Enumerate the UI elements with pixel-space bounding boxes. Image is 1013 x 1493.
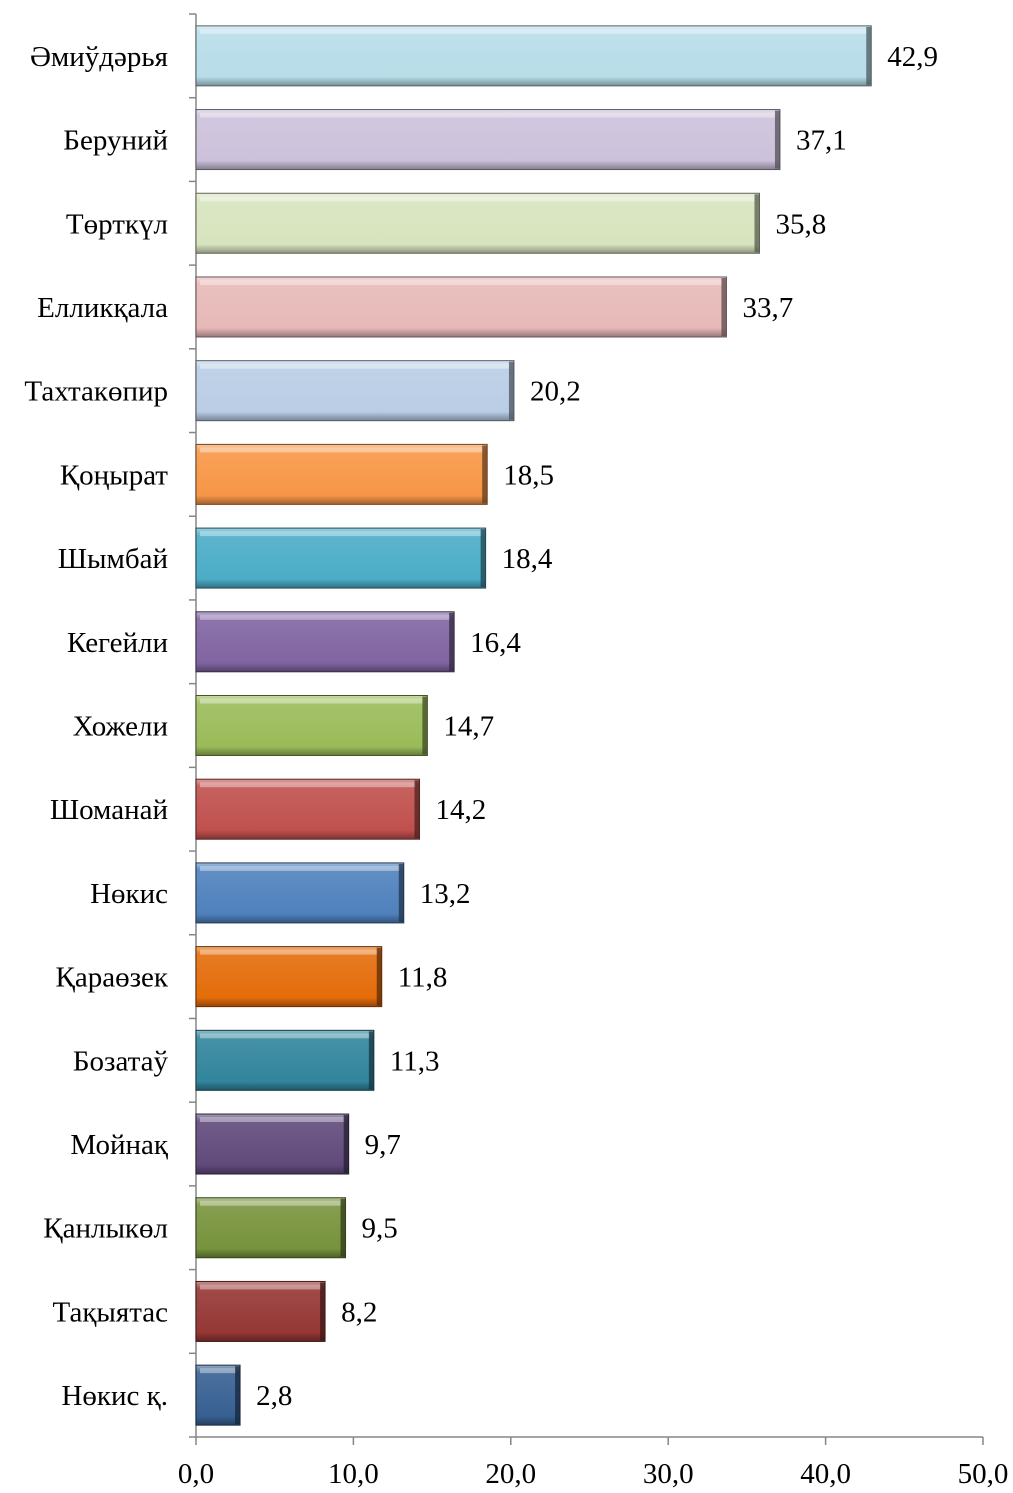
category-label: Нөкис қ. — [61, 1380, 168, 1412]
category-label: Қанлыкөл — [43, 1213, 168, 1245]
bar-bevel-shadow — [449, 612, 455, 671]
bar — [195, 527, 487, 589]
data-label: 14,7 — [443, 711, 494, 743]
bar-bevel-shadow — [754, 194, 760, 253]
bar-bevel-highlight — [200, 447, 484, 453]
data-label: 14,2 — [436, 794, 487, 826]
bar-bevel-shadow — [414, 780, 420, 839]
category-label: Тақыятас — [52, 1296, 168, 1328]
bar-bevel-shadow — [866, 26, 872, 85]
bar-bevel-shadow — [340, 1198, 346, 1257]
bar-bevel-highlight — [200, 279, 723, 285]
bar — [195, 1364, 241, 1426]
bar-bevel-shadow — [480, 529, 486, 588]
data-label: 18,4 — [502, 543, 553, 575]
bar — [195, 109, 781, 171]
bar — [195, 360, 515, 422]
bar-bevel-highlight — [200, 1033, 370, 1039]
bar-bevel-highlight — [200, 28, 868, 34]
data-label: 37,1 — [796, 125, 847, 157]
bar-bevel-shadow — [422, 696, 428, 755]
x-tick-label: 10,0 — [328, 1458, 379, 1490]
bar — [195, 276, 727, 338]
bar-bevel-highlight — [200, 698, 424, 704]
bar-bevel-highlight — [200, 1368, 237, 1374]
category-label: Қараөзек — [55, 962, 168, 994]
bar — [195, 695, 428, 756]
category-label: Қоңырат — [60, 459, 168, 491]
category-label: Беруний — [63, 125, 168, 157]
bar-bevel-highlight — [200, 1117, 345, 1123]
x-tick-label: 40,0 — [800, 1458, 851, 1490]
bar — [195, 192, 760, 254]
data-label: 33,7 — [742, 292, 793, 324]
data-label: 11,8 — [398, 962, 448, 994]
x-tick-label: 0,0 — [178, 1458, 214, 1490]
chart-labels: 0,0 10,0 20,0 30,0 40,0 50,0 Әмиўдәрья 42,9 Беру… — [24, 41, 1008, 1490]
bar-bevel-shadow — [343, 1115, 349, 1174]
category-label: Әмиўдәрья — [30, 41, 168, 73]
bar-bevel-highlight — [200, 112, 776, 118]
category-label: Бозатаў — [73, 1045, 169, 1077]
category-label: Мойнақ — [70, 1129, 168, 1161]
bar-bevel-highlight — [200, 1200, 342, 1206]
category-label: Кегейли — [67, 627, 168, 659]
category-label: Төрткүл — [66, 208, 168, 240]
data-label: 16,4 — [470, 627, 521, 659]
data-label: 11,3 — [390, 1045, 440, 1077]
x-tick-label: 30,0 — [643, 1458, 694, 1490]
bar — [195, 1029, 375, 1091]
data-label: 13,2 — [420, 878, 471, 910]
category-label: Шымбай — [58, 543, 168, 575]
category-label: Елликқала — [37, 292, 168, 324]
bar-bevel-shadow — [235, 1366, 241, 1425]
data-label: 35,8 — [775, 208, 826, 240]
data-label: 2,8 — [256, 1380, 292, 1412]
bar — [195, 611, 455, 673]
bar-bevel-shadow — [721, 277, 727, 336]
bar-bevel-highlight — [200, 196, 756, 202]
category-label: Хожели — [73, 711, 168, 743]
category-label: Тахтакөпир — [24, 376, 168, 408]
bar — [195, 946, 383, 1008]
data-label: 8,2 — [341, 1296, 377, 1328]
bar-bevel-shadow — [482, 445, 488, 504]
bar-bevel-highlight — [200, 363, 510, 369]
x-tick-label: 50,0 — [958, 1458, 1009, 1490]
bar-bevel-shadow — [376, 947, 382, 1006]
bar-bevel-shadow — [774, 110, 780, 169]
bar-bevel-shadow — [398, 863, 404, 922]
bar-bevel-highlight — [200, 531, 482, 537]
bar-bevel-highlight — [200, 1284, 322, 1290]
data-label: 20,2 — [530, 376, 581, 408]
data-label: 18,5 — [503, 459, 554, 491]
bar-bevel-highlight — [200, 949, 378, 955]
category-label: Шоманай — [50, 794, 168, 826]
x-tick-label: 20,0 — [485, 1458, 536, 1490]
bar — [195, 862, 405, 924]
category-label: Нөкис — [90, 878, 168, 910]
chart-bars — [195, 25, 872, 1426]
bar-bevel-shadow — [508, 361, 514, 420]
bar-bevel-highlight — [200, 614, 451, 620]
bar — [195, 778, 421, 840]
bar-bevel-highlight — [200, 865, 400, 871]
bar — [195, 25, 872, 87]
data-label: 42,9 — [887, 41, 938, 73]
data-label: 9,5 — [362, 1213, 398, 1245]
bar-bevel-shadow — [368, 1031, 374, 1090]
bar-bevel-shadow — [320, 1282, 326, 1341]
bar-bevel-highlight — [200, 782, 416, 788]
bar — [195, 1280, 326, 1342]
bar — [195, 1113, 350, 1175]
bar — [195, 1197, 347, 1259]
data-label: 9,7 — [365, 1129, 401, 1161]
bar — [195, 443, 488, 505]
